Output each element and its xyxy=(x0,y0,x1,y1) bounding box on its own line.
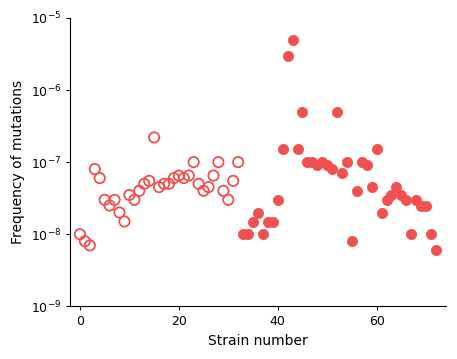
Point xyxy=(393,184,400,190)
Point xyxy=(175,173,182,178)
Point xyxy=(145,178,153,184)
Point xyxy=(343,159,351,165)
Point xyxy=(210,173,217,178)
Point xyxy=(121,219,128,224)
Point xyxy=(234,159,242,165)
Point xyxy=(269,219,276,224)
X-axis label: Strain number: Strain number xyxy=(208,334,308,348)
Point xyxy=(363,163,371,168)
Point xyxy=(160,181,168,187)
Point xyxy=(264,219,271,224)
Point xyxy=(239,231,247,237)
Point xyxy=(180,175,187,181)
Point xyxy=(101,197,108,203)
Point xyxy=(111,197,118,203)
Point xyxy=(76,231,84,237)
Point xyxy=(215,159,222,165)
Point xyxy=(165,181,173,187)
Point xyxy=(131,197,138,203)
Point xyxy=(200,188,207,194)
Y-axis label: Frequency of mutations: Frequency of mutations xyxy=(11,80,25,244)
Point xyxy=(304,159,311,165)
Point xyxy=(225,197,232,203)
Point xyxy=(378,210,385,215)
Point xyxy=(106,202,113,208)
Point xyxy=(373,146,380,152)
Point xyxy=(408,231,415,237)
Point xyxy=(338,171,345,176)
Point xyxy=(254,210,261,215)
Point xyxy=(413,197,420,203)
Point xyxy=(279,146,287,152)
Point xyxy=(329,166,336,172)
Point xyxy=(289,37,296,42)
Point xyxy=(294,146,301,152)
Point xyxy=(348,238,356,244)
Point xyxy=(358,159,366,165)
Point xyxy=(126,192,133,198)
Point xyxy=(334,109,341,115)
Point xyxy=(91,166,98,172)
Point xyxy=(314,163,321,168)
Point xyxy=(259,231,266,237)
Point xyxy=(155,184,163,190)
Point xyxy=(170,175,178,181)
Point xyxy=(96,175,103,181)
Point xyxy=(418,202,425,208)
Point xyxy=(353,188,361,194)
Point xyxy=(309,159,316,165)
Point xyxy=(81,238,89,244)
Point xyxy=(274,197,282,203)
Point xyxy=(86,242,94,248)
Point xyxy=(250,219,257,224)
Point xyxy=(324,163,331,168)
Point xyxy=(220,188,227,194)
Point xyxy=(185,173,192,178)
Point xyxy=(383,197,390,203)
Point xyxy=(136,188,143,194)
Point xyxy=(244,231,252,237)
Point xyxy=(403,197,410,203)
Point xyxy=(319,159,326,165)
Point xyxy=(388,192,395,198)
Point xyxy=(195,181,202,187)
Point xyxy=(398,192,405,198)
Point xyxy=(116,210,123,215)
Point xyxy=(229,178,237,184)
Point xyxy=(141,181,148,187)
Point xyxy=(190,159,197,165)
Point xyxy=(422,202,430,208)
Point xyxy=(368,184,375,190)
Point xyxy=(432,247,440,253)
Point xyxy=(150,135,158,140)
Point xyxy=(205,184,212,190)
Point xyxy=(427,231,435,237)
Point xyxy=(299,109,306,115)
Point xyxy=(284,53,291,59)
